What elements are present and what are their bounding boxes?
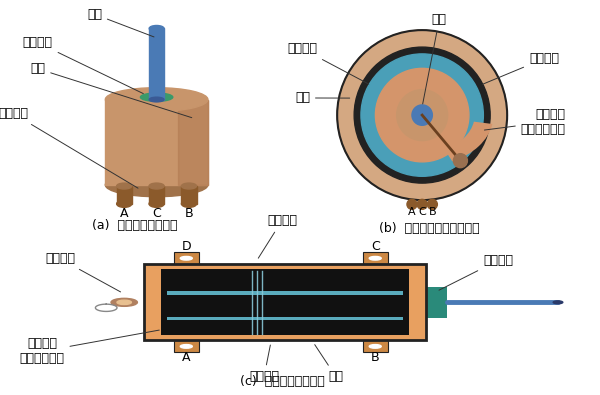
Ellipse shape xyxy=(337,30,507,200)
Text: 滑动触点: 滑动触点 xyxy=(258,214,297,258)
Text: 滑动触点: 滑动触点 xyxy=(482,52,559,84)
Bar xyxy=(426,287,447,318)
Polygon shape xyxy=(116,186,132,204)
Bar xyxy=(161,269,409,335)
Ellipse shape xyxy=(397,90,448,141)
Ellipse shape xyxy=(354,47,490,183)
Ellipse shape xyxy=(412,105,433,125)
Bar xyxy=(174,252,199,264)
Text: 滑动触点
电压引出轨道: 滑动触点 电压引出轨道 xyxy=(484,109,566,136)
Bar xyxy=(174,340,199,352)
Text: 接线端子: 接线端子 xyxy=(45,252,121,292)
Polygon shape xyxy=(181,186,197,204)
Bar xyxy=(144,264,426,340)
Text: 滑动触点
电压引出轨道: 滑动触点 电压引出轨道 xyxy=(20,330,159,365)
Ellipse shape xyxy=(116,183,132,189)
Text: 微型轴承: 微型轴承 xyxy=(23,36,143,94)
Circle shape xyxy=(181,344,193,348)
Text: 导电塑料: 导电塑料 xyxy=(249,345,279,383)
Ellipse shape xyxy=(417,199,427,209)
Circle shape xyxy=(369,256,381,260)
Circle shape xyxy=(111,298,137,307)
Polygon shape xyxy=(149,28,164,100)
Text: A: A xyxy=(182,351,191,364)
Text: C: C xyxy=(371,241,380,254)
Wedge shape xyxy=(445,122,493,162)
Text: C: C xyxy=(152,207,161,220)
Ellipse shape xyxy=(376,68,469,162)
Bar xyxy=(167,316,403,320)
Text: C: C xyxy=(418,207,426,217)
Bar xyxy=(362,340,388,352)
Ellipse shape xyxy=(149,183,164,189)
Ellipse shape xyxy=(106,88,208,111)
Text: B: B xyxy=(428,207,436,217)
Ellipse shape xyxy=(181,200,197,207)
Text: 导电塑料: 导电塑料 xyxy=(287,43,369,84)
Text: (b)  圆盘式电位器内部结构: (b) 圆盘式电位器内部结构 xyxy=(379,222,479,235)
Text: 微型轴承: 微型轴承 xyxy=(439,254,513,290)
Polygon shape xyxy=(149,186,164,204)
Polygon shape xyxy=(178,100,208,185)
Bar xyxy=(167,292,403,295)
Bar xyxy=(144,264,426,340)
Text: 外壳: 外壳 xyxy=(31,62,192,118)
Ellipse shape xyxy=(116,200,132,207)
Ellipse shape xyxy=(181,183,197,189)
Text: 转轴: 转轴 xyxy=(422,13,447,104)
Text: B: B xyxy=(185,207,193,220)
Ellipse shape xyxy=(106,173,208,197)
Text: A: A xyxy=(408,207,416,217)
Polygon shape xyxy=(106,100,208,185)
Circle shape xyxy=(181,256,193,260)
Ellipse shape xyxy=(361,54,484,176)
Ellipse shape xyxy=(149,200,164,207)
Ellipse shape xyxy=(454,154,467,168)
Circle shape xyxy=(369,344,381,348)
Text: 外壳: 外壳 xyxy=(315,344,344,383)
Ellipse shape xyxy=(427,199,437,209)
Ellipse shape xyxy=(407,199,417,209)
Text: A: A xyxy=(120,207,128,220)
Text: 外壳: 外壳 xyxy=(295,92,350,104)
Text: (a)  圆盘式电位器外形: (a) 圆盘式电位器外形 xyxy=(92,219,178,232)
Circle shape xyxy=(553,301,563,304)
Ellipse shape xyxy=(149,97,164,102)
Bar xyxy=(362,252,388,264)
Text: B: B xyxy=(371,351,380,364)
Circle shape xyxy=(117,300,131,305)
Ellipse shape xyxy=(149,25,164,31)
Ellipse shape xyxy=(140,93,173,101)
Text: (c)  直线式电位器结构: (c) 直线式电位器结构 xyxy=(239,375,325,388)
Text: 接线端子: 接线端子 xyxy=(0,107,138,188)
Text: 转轴: 转轴 xyxy=(87,8,154,37)
Text: D: D xyxy=(181,241,191,254)
